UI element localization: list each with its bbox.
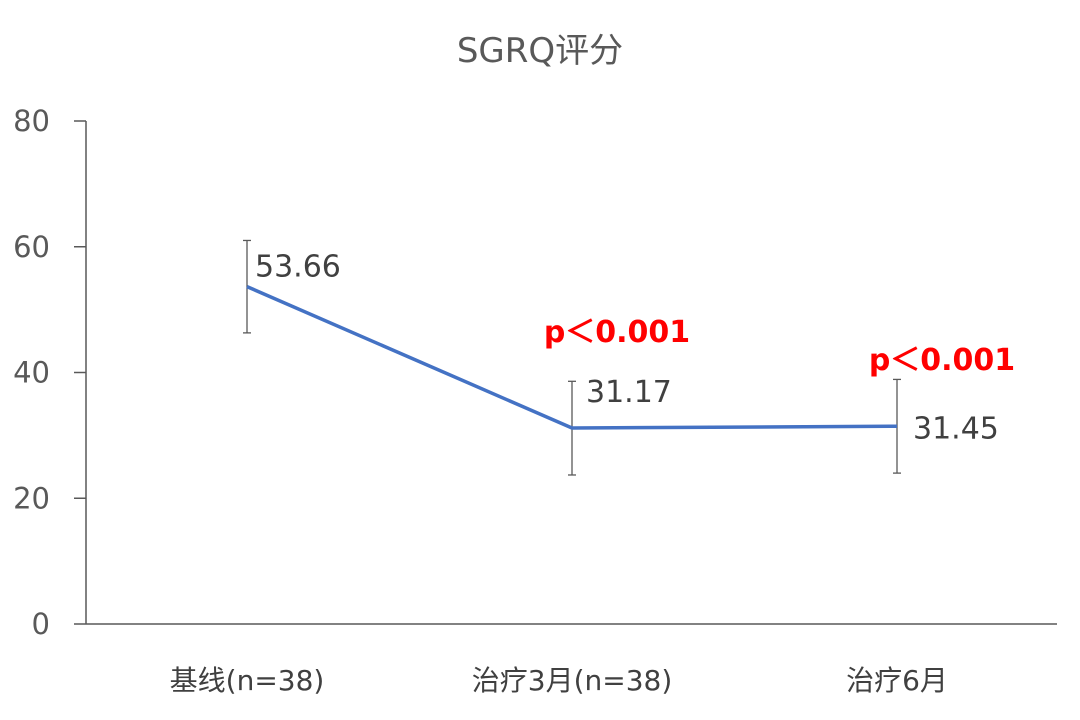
- y-tick-label: 60: [13, 230, 50, 264]
- data-label: 53.66: [255, 250, 341, 285]
- p-value-annotation: p＜0.001: [869, 343, 1015, 378]
- data-label: 31.45: [913, 411, 999, 446]
- x-category-label: 基线(n=38): [170, 664, 325, 697]
- y-tick-label: 20: [13, 481, 50, 515]
- chart-title: SGRQ评分: [457, 31, 623, 71]
- y-tick-label: 0: [32, 607, 50, 641]
- x-category-label: 治疗3月(n=38): [472, 664, 673, 697]
- series-line: [246, 285, 898, 430]
- y-tick-label: 40: [13, 356, 50, 390]
- x-category-label: 治疗6月: [846, 664, 948, 697]
- p-value-annotations: p＜0.001 p＜0.001: [544, 315, 1015, 378]
- data-label: 31.17: [586, 375, 672, 410]
- y-tick-label: 80: [13, 104, 50, 138]
- error-bars: [243, 239, 901, 476]
- x-axis-labels: 基线(n=38) 治疗3月(n=38) 治疗6月: [170, 664, 948, 697]
- data-labels: 53.66 31.17 31.45: [255, 250, 999, 447]
- y-axis-ticks: 0 20 40 60 80: [13, 104, 86, 641]
- p-value-annotation: p＜0.001: [544, 315, 690, 350]
